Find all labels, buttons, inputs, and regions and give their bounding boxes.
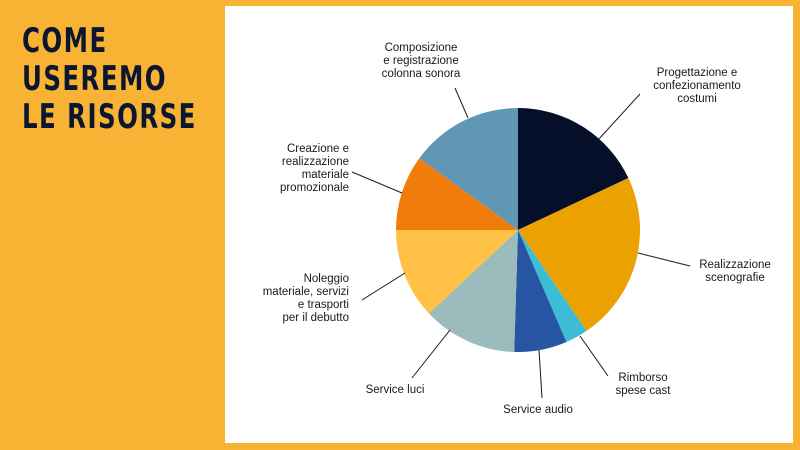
slice-label-line: colonna sonora [382,68,461,80]
slice-label-line: spese cast [616,385,672,397]
slice-label-5: Service luci [366,384,425,396]
slice-label-line: materiale [302,169,349,181]
slice-label-line: scenografie [705,272,764,284]
title-line-1: COME [22,21,108,61]
slice-label-line: Progettazione e [657,67,738,79]
page-title: COME USEREMO LE RISORSE [22,22,197,136]
slice-label-1: Progettazione e confezionamento costumi [653,67,741,105]
slice-label-6: Noleggio materiale, servizi e trasporti per… [263,273,349,324]
leader-line-6 [361,272,406,301]
slice-label-line: Service luci [366,384,425,396]
slice-label-7: Creazione e realizzazione materiale promozi… [280,143,349,194]
pie-slice-2 [518,178,641,331]
slice-label-2: Realizzazione scenografie [699,259,771,284]
slice-label-line: Rimborso [618,372,667,384]
slice-label-line: promozionale [280,182,349,194]
slice-label-line: Noleggio [304,273,349,285]
slice-label-line: per il debutto [283,312,350,324]
slice-label-4: Service audio [503,404,573,416]
slice-label-8: Composizione e registrazione colonna sonor… [382,42,461,80]
leader-line-8 [454,87,469,119]
slice-label-3: Rimborso spese cast [616,372,672,397]
title-line-3: LE RISORSE [22,97,197,137]
slice-label-line: materiale, servizi [263,286,349,298]
pie-slice-3 [518,230,587,342]
leader-line-1 [597,93,641,141]
slice-label-line: costumi [677,93,717,105]
pie-slice-1 [518,108,629,230]
pie-slice-6 [396,230,518,314]
slice-label-line: e trasporti [298,299,349,311]
title-line-2: USEREMO [22,59,168,99]
leader-line-3 [579,335,609,377]
slice-label-line: Service audio [503,404,573,416]
leader-line-7 [351,171,403,194]
slice-label-line: confezionamento [653,80,741,92]
slice-label-line: Realizzazione [699,259,771,271]
leader-line-2 [637,252,691,267]
pie-slice-4 [514,230,567,353]
slice-label-line: Composizione [385,42,458,54]
slice-label-line: e registrazione [383,55,458,67]
leader-line-5 [411,329,451,379]
slice-label-line: realizzazione [282,156,349,168]
pie-slice-8 [419,108,518,230]
pie-slice-7 [396,158,518,230]
slice-label-line: Creazione e [287,143,349,155]
pie-slice-5 [429,230,518,352]
leader-line-4 [538,349,543,399]
